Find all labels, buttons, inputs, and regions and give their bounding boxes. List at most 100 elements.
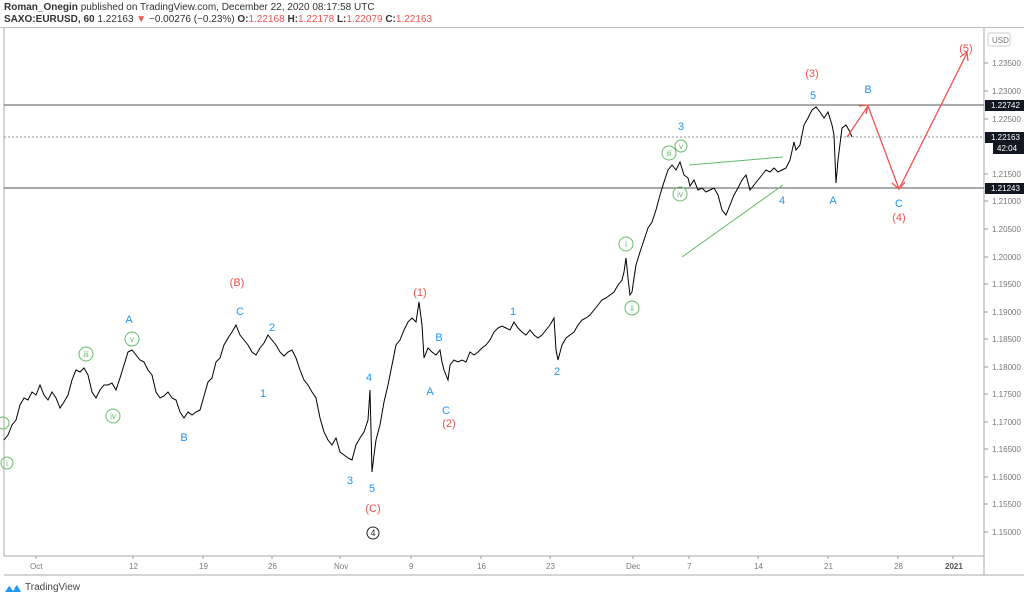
price-tick: 1.17000 — [992, 418, 1021, 427]
time-tick: 28 — [894, 562, 903, 571]
time-tick-year: 2021 — [945, 562, 963, 571]
price-tick: 1.21000 — [992, 197, 1021, 206]
author-name[interactable]: Roman_Onegin — [4, 2, 78, 13]
time-tick: 23 — [546, 562, 555, 571]
wave-label-C-major: (C) — [365, 503, 380, 515]
tradingview-cloud-icon — [5, 584, 21, 592]
symbol-label: SAXO:EURUSD, 60 — [4, 14, 95, 25]
open-label: O: — [237, 14, 249, 25]
wave-label-iii-left: iii — [83, 350, 89, 359]
price-tick: 1.20000 — [992, 253, 1021, 262]
wave-label-3-major: (3) — [805, 68, 818, 80]
last-price: 1.22163 — [97, 14, 134, 25]
price-tick: 1.15000 — [992, 528, 1021, 537]
time-tick: Oct — [30, 562, 43, 571]
wave-label-C: C — [236, 306, 244, 318]
current-price-text: 1.22163 — [991, 133, 1020, 142]
wave-label-4-minor: 4 — [779, 195, 785, 207]
price-axis[interactable]: 1.23500 1.23000 1.22500 1.21500 1.21000 … — [984, 32, 1024, 537]
price-tick: 1.19000 — [992, 308, 1021, 317]
price-tick: 1.20500 — [992, 225, 1021, 234]
wave-label-1-minor: 1 — [510, 306, 516, 318]
countdown-tag — [993, 143, 1024, 154]
wave-label-A-minor: A — [426, 386, 434, 398]
price-tick: 1.16500 — [992, 445, 1021, 454]
currency-button[interactable] — [987, 32, 1011, 47]
time-tick: 26 — [268, 562, 277, 571]
wave-label-B-minor: B — [435, 332, 442, 344]
wave-label-iv-right: iv — [677, 190, 683, 199]
down-arrow-icon: ▼ — [136, 14, 147, 25]
time-tick: 7 — [687, 562, 692, 571]
wave-label-2-minor: 2 — [554, 366, 560, 378]
wave-label-v-left: v — [130, 335, 134, 344]
price-tick: 1.18000 — [992, 363, 1021, 372]
resistance-price-tag — [985, 100, 1024, 111]
time-tick: Nov — [334, 562, 348, 571]
wave-label-B-projected: B — [864, 84, 871, 96]
wave-label-A: A — [125, 314, 133, 326]
price-tick: 1.18500 — [992, 335, 1021, 344]
wave-label-2: 2 — [269, 322, 275, 334]
wave-label-B-major: (B) — [230, 277, 245, 289]
time-axis[interactable]: Oct 12 19 26 Nov 9 16 23 Dec 7 14 21 28 … — [30, 556, 963, 571]
wave-label-3-minor: 3 — [678, 121, 684, 133]
time-tick: 12 — [129, 562, 138, 571]
support-price-tag — [985, 183, 1024, 194]
low-label: L: — [336, 14, 347, 25]
triangle-upper-trendline[interactable] — [688, 156, 784, 166]
wave-label-i-right: i — [625, 240, 627, 249]
green-wave-markers: i iii iv v i ii iii v iv — [0, 139, 688, 470]
wave-label-B: B — [180, 432, 187, 444]
published-text: published on TradingView.com, December 2… — [80, 2, 375, 13]
wave-label-C-projected: C — [895, 198, 903, 210]
time-tick: Dec — [626, 562, 640, 571]
wave-label-iii-right: iii — [666, 149, 672, 158]
high-value: 1.22178 — [298, 14, 335, 25]
close-label: C: — [385, 14, 396, 25]
currency-label: USD — [992, 36, 1009, 45]
time-tick: 19 — [199, 562, 208, 571]
price-tick: 1.16000 — [992, 473, 1021, 482]
high-label: H: — [287, 14, 298, 25]
time-tick: 21 — [824, 562, 833, 571]
tradingview-footer[interactable]: TradingView — [4, 582, 80, 593]
wave-label-C-minor: C — [442, 405, 450, 417]
countdown-text: 42:04 — [997, 144, 1018, 153]
wave-label-iv-left: iv — [110, 412, 116, 421]
brand-name: TradingView — [25, 582, 81, 593]
wave-label-ii-right: ii — [630, 304, 634, 313]
wave-label-5-minor: 5 — [810, 90, 816, 102]
low-value: 1.22079 — [346, 14, 383, 25]
price-series[interactable] — [3, 106, 853, 473]
symbol-info: SAXO:EURUSD, 60 1.22163 ▼ −0.00276 (−0.2… — [4, 14, 432, 25]
current-price-tag — [985, 132, 1024, 143]
time-tick: 9 — [409, 562, 414, 571]
price-tick: 1.23000 — [992, 87, 1021, 96]
price-tick: 1.21500 — [992, 170, 1021, 179]
price-tick: 1.23500 — [992, 59, 1021, 68]
header-divider — [0, 27, 1024, 28]
circled-4-marker — [366, 526, 380, 540]
wave-label-4-circled: 4 — [370, 528, 375, 538]
projection-path[interactable] — [846, 50, 969, 191]
price-tick: 1.19500 — [992, 280, 1021, 289]
wave-label-4: 4 — [366, 372, 372, 384]
close-value: 1.22163 — [395, 14, 433, 25]
wave-label-5: 5 — [369, 483, 375, 495]
time-tick: 16 — [477, 562, 486, 571]
triangle-lower-trendline[interactable] — [681, 184, 784, 258]
wave-label-3: 3 — [347, 475, 353, 487]
wave-label-2-major: (2) — [442, 418, 455, 430]
wave-label-4-major: (4) — [892, 212, 905, 224]
price-change: −0.00276 (−0.23%) — [148, 14, 235, 25]
price-tick: 1.15500 — [992, 500, 1021, 509]
price-tick: 1.17500 — [992, 390, 1021, 399]
resistance-price-text: 1.22742 — [991, 101, 1020, 110]
wave-label-1-major: (1) — [413, 287, 426, 299]
price-tick: 1.22500 — [992, 115, 1021, 124]
time-tick: 14 — [754, 562, 763, 571]
wave-label-A-current: A — [829, 195, 837, 207]
wave-label-v-right: v — [679, 142, 683, 151]
